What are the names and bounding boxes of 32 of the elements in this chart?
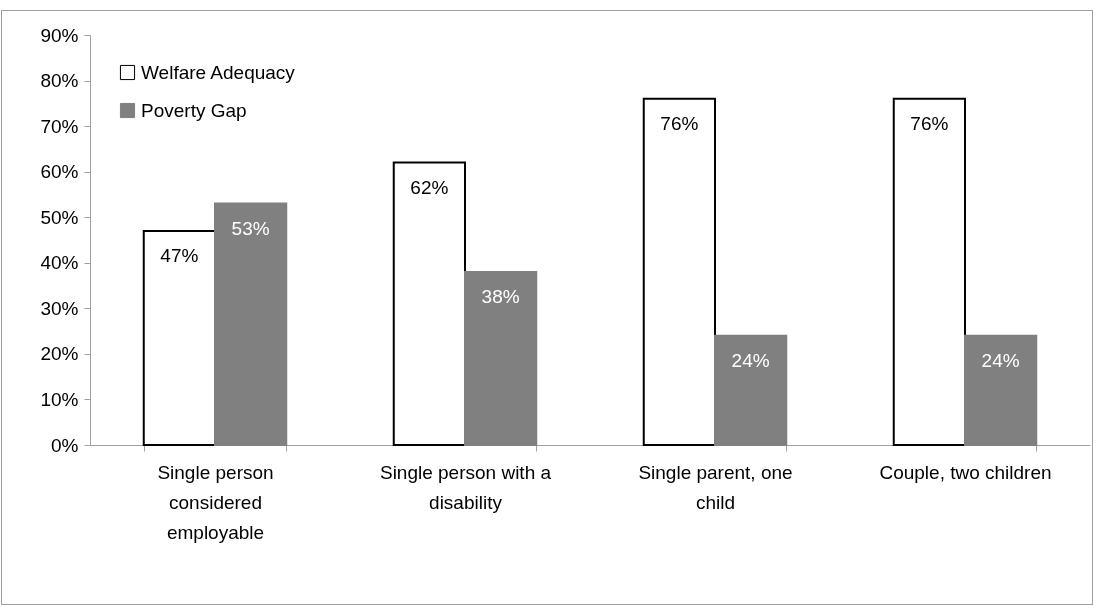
x-tick-label: Single person considered employable — [157, 461, 274, 543]
bar — [392, 161, 466, 446]
y-tick-label: 40% — [40, 252, 79, 274]
x-tick-label: Couple, two children — [879, 461, 1052, 483]
y-tick-label: 10% — [40, 388, 79, 410]
x-tick-label: Single person with a disability — [379, 461, 552, 513]
y-tick-label: 50% — [40, 206, 79, 228]
data-label: 76% — [910, 112, 949, 134]
y-tick-label: 80% — [40, 70, 79, 92]
data-label: 24% — [731, 349, 770, 371]
data-label: 38% — [481, 285, 520, 307]
y-tick-label: 30% — [40, 297, 79, 319]
data-label: 53% — [231, 217, 270, 239]
y-tick-label: 90% — [40, 24, 79, 46]
bar — [714, 334, 788, 446]
y-tick-label: 0% — [51, 434, 79, 456]
bar — [464, 270, 538, 446]
x-tick-label: Single parent, one child — [638, 461, 793, 513]
bar — [892, 97, 966, 446]
bar — [142, 229, 216, 446]
data-label: 76% — [660, 112, 699, 134]
bar — [642, 97, 716, 446]
legend-label: Poverty Gap — [141, 99, 247, 121]
y-tick-label: 20% — [40, 343, 79, 365]
data-label: 47% — [160, 244, 199, 266]
data-label: 24% — [981, 349, 1020, 371]
y-tick-label: 60% — [40, 161, 79, 183]
data-label: 62% — [410, 176, 449, 198]
y-tick-label: 70% — [40, 115, 79, 137]
bar — [964, 334, 1038, 446]
legend-label: Welfare Adequacy — [141, 61, 296, 83]
bar — [214, 202, 288, 446]
